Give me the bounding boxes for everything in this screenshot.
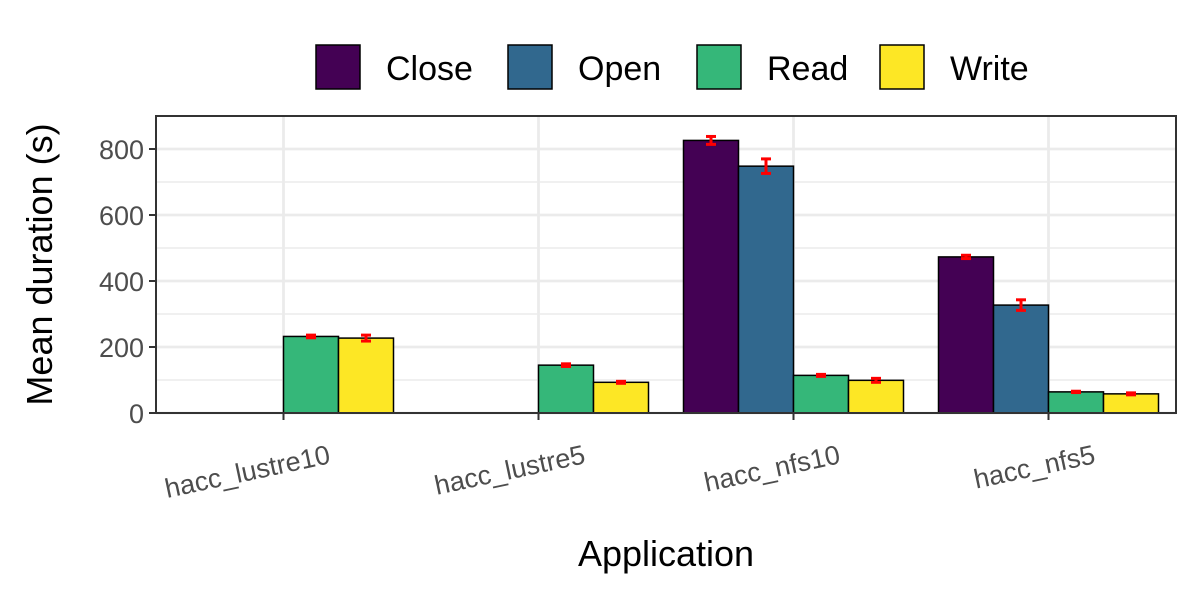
legend-label: Write	[950, 50, 1029, 88]
error-bar-read-hacc_lustre5	[561, 362, 571, 368]
bar-read-hacc_lustre5	[537, 364, 595, 414]
error-bars	[306, 134, 1136, 397]
x-tick-label: hacc_lustre5	[432, 440, 588, 501]
error-bar-open-hacc_nfs10	[761, 157, 771, 175]
error-bar-close-hacc_nfs5	[961, 253, 971, 261]
legend-item-write: Write	[879, 44, 1029, 90]
y-tick-label: 0	[129, 399, 144, 429]
error-bar-read-hacc_lustre10	[306, 333, 316, 340]
bar-write-hacc_nfs10	[847, 379, 905, 414]
x-axis: hacc_lustre10 hacc_lustre5 hacc_nfs10 hacc_…	[162, 413, 1098, 504]
bars	[282, 139, 1160, 414]
legend-swatch	[696, 44, 742, 90]
legend: Close Open Read Write	[315, 44, 1029, 90]
legend-swatch	[507, 44, 553, 90]
y-tick-label: 800	[99, 135, 144, 165]
bar-read-hacc_lustre10	[282, 335, 340, 414]
bar-write-hacc_lustre5	[592, 381, 650, 414]
bar-close-hacc_nfs10	[682, 139, 740, 414]
gridlines	[156, 116, 1176, 415]
x-tick-label: hacc_nfs5	[971, 440, 1098, 495]
y-axis-title: Mean duration (s)	[19, 123, 60, 405]
error-bar-write-hacc_lustre10	[361, 333, 371, 343]
error-bar-write-hacc_nfs10	[871, 376, 881, 384]
y-tick-label: 200	[99, 333, 144, 363]
bar-close-hacc_nfs5	[937, 256, 995, 414]
legend-item-close: Close	[315, 44, 473, 90]
legend-item-read: Read	[696, 44, 848, 90]
x-axis-title: Application	[578, 533, 754, 574]
error-bar-open-hacc_nfs5	[1016, 298, 1026, 312]
plot-border	[155, 115, 1177, 414]
y-axis: 0 200 400 600 800	[99, 135, 156, 429]
error-bar-write-hacc_nfs5	[1126, 391, 1136, 397]
bar-open-hacc_nfs5	[992, 304, 1050, 414]
legend-label: Read	[767, 50, 848, 88]
y-tick-label: 400	[99, 267, 144, 297]
bar-write-hacc_lustre10	[337, 337, 395, 414]
bar-read-hacc_nfs5	[1047, 391, 1105, 414]
legend-swatch	[315, 44, 361, 90]
bar-open-hacc_nfs10	[737, 165, 795, 414]
error-bar-write-hacc_lustre5	[616, 379, 626, 385]
bar-read-hacc_nfs10	[792, 374, 850, 414]
y-tick-label: 600	[99, 201, 144, 231]
error-bar-read-hacc_nfs10	[816, 372, 826, 378]
legend-label: Close	[386, 50, 473, 88]
legend-swatch	[879, 44, 925, 90]
plot-panel	[155, 115, 1177, 415]
legend-label: Open	[578, 50, 661, 88]
bar-write-hacc_nfs5	[1102, 393, 1160, 414]
legend-item-open: Open	[507, 44, 661, 90]
error-bar-read-hacc_nfs5	[1071, 389, 1081, 395]
error-bar-close-hacc_nfs10	[706, 134, 716, 146]
x-tick-label: hacc_lustre10	[162, 440, 333, 504]
x-tick-label: hacc_nfs10	[701, 440, 842, 498]
